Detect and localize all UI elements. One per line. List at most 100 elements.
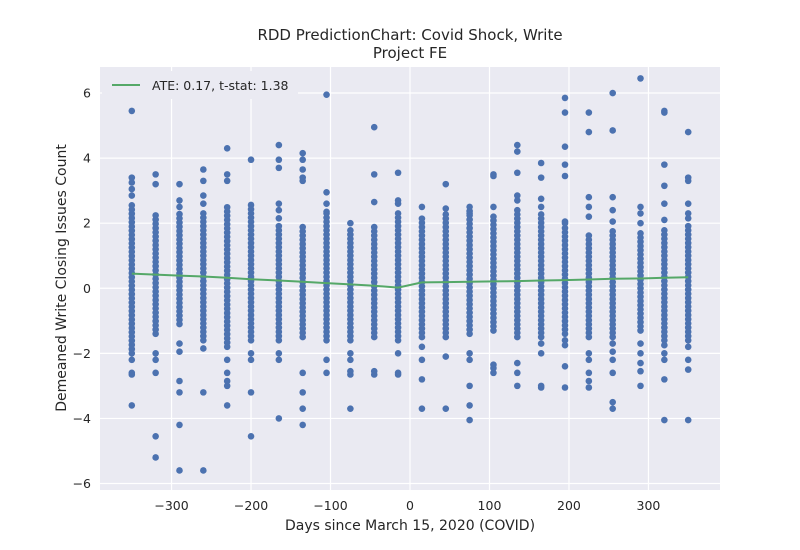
scatter-point: [394, 350, 402, 357]
scatter-point: [661, 200, 668, 207]
y-tick-label: −2: [73, 346, 91, 361]
scatter-point: [442, 180, 450, 188]
scatter-point: [561, 161, 569, 168]
scatter-point: [661, 109, 668, 116]
scatter-point: [684, 366, 692, 373]
scatter-point: [684, 356, 692, 364]
scatter-point: [609, 369, 616, 377]
scatter-point: [347, 227, 354, 234]
scatter-point: [514, 148, 521, 155]
scatter-point: [223, 203, 231, 211]
legend-entry-label: ATE: 0.17, t-stat: 1.38: [152, 78, 289, 93]
scatter-point: [128, 185, 136, 193]
scatter-point: [247, 356, 255, 364]
scatter-point: [585, 377, 593, 385]
scatter-point: [537, 195, 545, 203]
scatter-point: [637, 229, 644, 237]
scatter-point: [490, 172, 497, 180]
scatter-point: [585, 369, 593, 377]
scatter-point: [561, 384, 569, 391]
y-tick-label: −4: [73, 411, 91, 426]
scatter-point: [514, 206, 521, 214]
scatter-point: [200, 210, 207, 217]
scatter-point: [299, 369, 306, 377]
scatter-point: [176, 210, 183, 218]
scatter-point: [418, 376, 426, 383]
y-tick-label: 4: [83, 151, 91, 166]
scatter-point: [609, 193, 616, 201]
legend-box: [102, 71, 298, 99]
scatter-point: [347, 405, 354, 412]
scatter-point: [466, 210, 473, 217]
scatter-point: [514, 169, 521, 177]
scatter-point: [370, 371, 378, 378]
scatter-point: [275, 215, 283, 222]
scatter-point: [394, 169, 402, 177]
scatter-point: [537, 211, 545, 218]
x-tick-label: 300: [637, 498, 661, 513]
scatter-point: [637, 219, 644, 227]
x-tick-label: −300: [154, 498, 188, 513]
scatter-point: [561, 337, 569, 344]
scatter-point: [684, 128, 692, 136]
scatter-point: [561, 224, 569, 232]
scatter-point: [223, 382, 231, 390]
scatter-point: [176, 180, 183, 188]
scatter-point: [637, 350, 644, 357]
scatter-point: [200, 200, 207, 207]
scatter-point: [609, 340, 616, 347]
scatter-point: [661, 182, 668, 190]
scatter-point: [561, 172, 569, 180]
scatter-point: [299, 389, 306, 396]
scatter-point: [609, 405, 616, 412]
scatter-point: [152, 369, 159, 377]
chart-title: RDD PredictionChart: Covid Shock, Write …: [257, 26, 562, 62]
scatter-point: [585, 356, 593, 364]
scatter-point: [247, 201, 255, 209]
scatter-point: [609, 127, 616, 134]
scatter-point: [370, 223, 378, 231]
scatter-point: [223, 369, 231, 377]
scatter-point: [275, 415, 283, 422]
scatter-point: [152, 356, 159, 364]
scatter-point: [514, 197, 521, 204]
scatter-point: [418, 356, 426, 364]
scatter-point: [585, 109, 593, 116]
scatter-point: [247, 433, 255, 440]
scatter-point: [684, 343, 692, 351]
scatter-point: [323, 188, 330, 196]
scatter-point: [537, 174, 545, 181]
scatter-point: [637, 203, 644, 211]
x-tick-labels: −300 −200 −100 0 100 200 300: [154, 498, 660, 513]
scatter-point: [223, 356, 231, 364]
scatter-point: [275, 164, 283, 172]
scatter-point: [223, 145, 231, 152]
scatter-point: [684, 210, 692, 217]
scatter-point: [609, 89, 616, 97]
scatter-point: [585, 350, 593, 357]
scatter-point: [637, 359, 644, 367]
scatter-point: [585, 384, 593, 391]
scatter-point: [418, 343, 426, 351]
scatter-point: [176, 377, 183, 385]
scatter-point: [299, 405, 306, 412]
scatter-point: [128, 371, 136, 378]
scatter-points: [128, 75, 692, 474]
chart-title-line-2: Project FE: [373, 44, 447, 62]
scatter-point: [418, 215, 426, 222]
scatter-point: [128, 192, 136, 199]
scatter-point: [684, 222, 692, 230]
scatter-point: [275, 200, 283, 207]
scatter-point: [537, 350, 545, 357]
scatter-point: [661, 161, 668, 168]
x-tick-label: 0: [406, 498, 414, 513]
scatter-point: [442, 405, 450, 412]
scatter-point: [299, 166, 306, 173]
scatter-point: [323, 356, 330, 364]
scatter-point: [466, 382, 473, 390]
scatter-point: [247, 389, 255, 396]
scatter-point: [275, 141, 283, 149]
scatter-point: [247, 156, 255, 164]
scatter-point: [609, 206, 616, 214]
scatter-point: [347, 371, 354, 378]
